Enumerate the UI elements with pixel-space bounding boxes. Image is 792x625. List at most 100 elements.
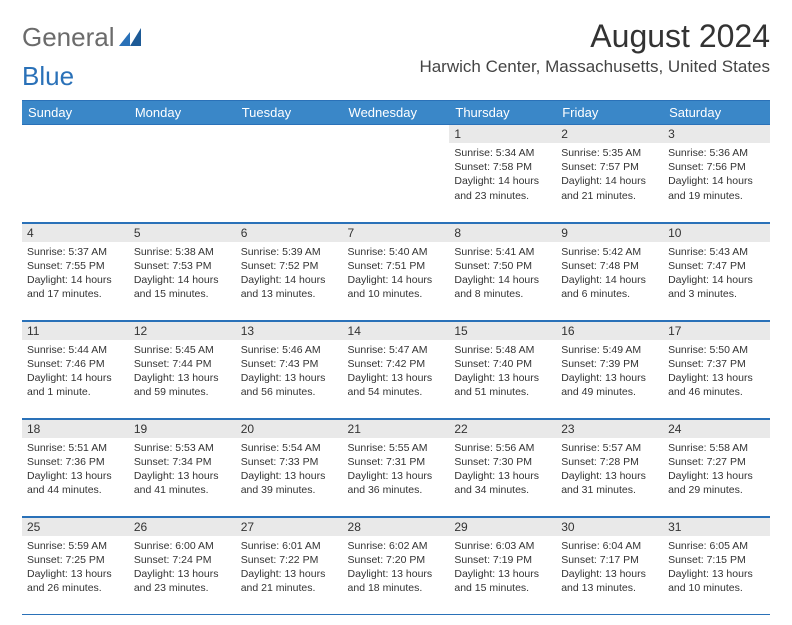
day-number: 7 <box>343 223 450 242</box>
day-number: 18 <box>22 419 129 438</box>
day-number: 8 <box>449 223 556 242</box>
calendar-day-cell: 1Sunrise: 5:34 AMSunset: 7:58 PMDaylight… <box>449 124 556 222</box>
day-number: 31 <box>663 517 770 536</box>
day-details: Sunrise: 5:54 AMSunset: 7:33 PMDaylight:… <box>236 438 343 500</box>
day-details: Sunrise: 5:38 AMSunset: 7:53 PMDaylight:… <box>129 242 236 304</box>
calendar-day-cell <box>129 124 236 222</box>
day-number: 12 <box>129 321 236 340</box>
calendar-day-cell: 21Sunrise: 5:55 AMSunset: 7:31 PMDayligh… <box>343 418 450 516</box>
weekday-header: Saturday <box>663 101 770 125</box>
calendar-weekday-header: SundayMondayTuesdayWednesdayThursdayFrid… <box>22 101 770 125</box>
day-number: 28 <box>343 517 450 536</box>
calendar-day-cell: 4Sunrise: 5:37 AMSunset: 7:55 PMDaylight… <box>22 222 129 320</box>
day-details: Sunrise: 5:35 AMSunset: 7:57 PMDaylight:… <box>556 143 663 205</box>
calendar-week-row: 25Sunrise: 5:59 AMSunset: 7:25 PMDayligh… <box>22 516 770 614</box>
calendar-day-cell: 16Sunrise: 5:49 AMSunset: 7:39 PMDayligh… <box>556 320 663 418</box>
calendar-day-cell: 23Sunrise: 5:57 AMSunset: 7:28 PMDayligh… <box>556 418 663 516</box>
day-number: 10 <box>663 223 770 242</box>
day-number: 29 <box>449 517 556 536</box>
calendar-day-cell: 15Sunrise: 5:48 AMSunset: 7:40 PMDayligh… <box>449 320 556 418</box>
calendar-day-cell: 17Sunrise: 5:50 AMSunset: 7:37 PMDayligh… <box>663 320 770 418</box>
weekday-header: Sunday <box>22 101 129 125</box>
day-details: Sunrise: 5:36 AMSunset: 7:56 PMDaylight:… <box>663 143 770 205</box>
calendar-day-cell: 8Sunrise: 5:41 AMSunset: 7:50 PMDaylight… <box>449 222 556 320</box>
day-details: Sunrise: 5:39 AMSunset: 7:52 PMDaylight:… <box>236 242 343 304</box>
day-details: Sunrise: 6:04 AMSunset: 7:17 PMDaylight:… <box>556 536 663 598</box>
calendar-day-cell: 25Sunrise: 5:59 AMSunset: 7:25 PMDayligh… <box>22 516 129 614</box>
day-number: 14 <box>343 321 450 340</box>
day-number: 25 <box>22 517 129 536</box>
day-details: Sunrise: 5:59 AMSunset: 7:25 PMDaylight:… <box>22 536 129 598</box>
calendar-day-cell: 7Sunrise: 5:40 AMSunset: 7:51 PMDaylight… <box>343 222 450 320</box>
day-number: 4 <box>22 223 129 242</box>
day-details: Sunrise: 5:37 AMSunset: 7:55 PMDaylight:… <box>22 242 129 304</box>
calendar-day-cell: 30Sunrise: 6:04 AMSunset: 7:17 PMDayligh… <box>556 516 663 614</box>
day-details: Sunrise: 5:44 AMSunset: 7:46 PMDaylight:… <box>22 340 129 402</box>
calendar-day-cell: 14Sunrise: 5:47 AMSunset: 7:42 PMDayligh… <box>343 320 450 418</box>
day-details: Sunrise: 5:46 AMSunset: 7:43 PMDaylight:… <box>236 340 343 402</box>
day-details: Sunrise: 6:01 AMSunset: 7:22 PMDaylight:… <box>236 536 343 598</box>
day-number: 24 <box>663 419 770 438</box>
day-number: 30 <box>556 517 663 536</box>
day-details: Sunrise: 5:47 AMSunset: 7:42 PMDaylight:… <box>343 340 450 402</box>
calendar-day-cell: 10Sunrise: 5:43 AMSunset: 7:47 PMDayligh… <box>663 222 770 320</box>
calendar-day-cell: 28Sunrise: 6:02 AMSunset: 7:20 PMDayligh… <box>343 516 450 614</box>
day-number: 21 <box>343 419 450 438</box>
weekday-header: Wednesday <box>343 101 450 125</box>
calendar-day-cell: 20Sunrise: 5:54 AMSunset: 7:33 PMDayligh… <box>236 418 343 516</box>
day-details: Sunrise: 6:00 AMSunset: 7:24 PMDaylight:… <box>129 536 236 598</box>
weekday-header: Friday <box>556 101 663 125</box>
calendar-day-cell <box>343 124 450 222</box>
calendar-day-cell: 9Sunrise: 5:42 AMSunset: 7:48 PMDaylight… <box>556 222 663 320</box>
calendar-day-cell: 24Sunrise: 5:58 AMSunset: 7:27 PMDayligh… <box>663 418 770 516</box>
title-block: August 2024 Harwich Center, Massachusett… <box>419 18 770 77</box>
day-number: 16 <box>556 321 663 340</box>
calendar-day-cell <box>22 124 129 222</box>
calendar-day-cell: 19Sunrise: 5:53 AMSunset: 7:34 PMDayligh… <box>129 418 236 516</box>
calendar-page: General August 2024 Harwich Center, Mass… <box>0 0 792 625</box>
calendar-day-cell: 2Sunrise: 5:35 AMSunset: 7:57 PMDaylight… <box>556 124 663 222</box>
calendar-day-cell: 11Sunrise: 5:44 AMSunset: 7:46 PMDayligh… <box>22 320 129 418</box>
calendar-day-cell: 12Sunrise: 5:45 AMSunset: 7:44 PMDayligh… <box>129 320 236 418</box>
day-number: 19 <box>129 419 236 438</box>
weekday-header: Tuesday <box>236 101 343 125</box>
day-number: 5 <box>129 223 236 242</box>
calendar-week-row: 18Sunrise: 5:51 AMSunset: 7:36 PMDayligh… <box>22 418 770 516</box>
day-number: 27 <box>236 517 343 536</box>
calendar-day-cell: 29Sunrise: 6:03 AMSunset: 7:19 PMDayligh… <box>449 516 556 614</box>
calendar-table: SundayMondayTuesdayWednesdayThursdayFrid… <box>22 100 770 615</box>
calendar-day-cell: 27Sunrise: 6:01 AMSunset: 7:22 PMDayligh… <box>236 516 343 614</box>
day-number: 11 <box>22 321 129 340</box>
calendar-day-cell: 26Sunrise: 6:00 AMSunset: 7:24 PMDayligh… <box>129 516 236 614</box>
day-number: 1 <box>449 124 556 143</box>
logo-text-right: Blue <box>22 61 74 92</box>
day-number: 3 <box>663 124 770 143</box>
weekday-header: Thursday <box>449 101 556 125</box>
month-title: August 2024 <box>419 18 770 55</box>
calendar-day-cell: 6Sunrise: 5:39 AMSunset: 7:52 PMDaylight… <box>236 222 343 320</box>
day-details: Sunrise: 5:58 AMSunset: 7:27 PMDaylight:… <box>663 438 770 500</box>
day-number: 2 <box>556 124 663 143</box>
logo: General <box>22 18 143 53</box>
day-details: Sunrise: 5:40 AMSunset: 7:51 PMDaylight:… <box>343 242 450 304</box>
location-subtitle: Harwich Center, Massachusetts, United St… <box>419 57 770 77</box>
calendar-week-row: 11Sunrise: 5:44 AMSunset: 7:46 PMDayligh… <box>22 320 770 418</box>
day-details: Sunrise: 5:50 AMSunset: 7:37 PMDaylight:… <box>663 340 770 402</box>
day-details: Sunrise: 5:41 AMSunset: 7:50 PMDaylight:… <box>449 242 556 304</box>
calendar-day-cell: 5Sunrise: 5:38 AMSunset: 7:53 PMDaylight… <box>129 222 236 320</box>
day-number: 15 <box>449 321 556 340</box>
day-details: Sunrise: 5:48 AMSunset: 7:40 PMDaylight:… <box>449 340 556 402</box>
day-number: 20 <box>236 419 343 438</box>
day-details: Sunrise: 5:57 AMSunset: 7:28 PMDaylight:… <box>556 438 663 500</box>
day-details: Sunrise: 5:42 AMSunset: 7:48 PMDaylight:… <box>556 242 663 304</box>
day-number: 6 <box>236 223 343 242</box>
day-details: Sunrise: 5:51 AMSunset: 7:36 PMDaylight:… <box>22 438 129 500</box>
day-number: 26 <box>129 517 236 536</box>
day-details: Sunrise: 5:53 AMSunset: 7:34 PMDaylight:… <box>129 438 236 500</box>
day-details: Sunrise: 6:02 AMSunset: 7:20 PMDaylight:… <box>343 536 450 598</box>
logo-mark-icon <box>119 28 141 51</box>
calendar-week-row: 4Sunrise: 5:37 AMSunset: 7:55 PMDaylight… <box>22 222 770 320</box>
calendar-body: 1Sunrise: 5:34 AMSunset: 7:58 PMDaylight… <box>22 124 770 614</box>
calendar-day-cell: 13Sunrise: 5:46 AMSunset: 7:43 PMDayligh… <box>236 320 343 418</box>
calendar-day-cell: 3Sunrise: 5:36 AMSunset: 7:56 PMDaylight… <box>663 124 770 222</box>
